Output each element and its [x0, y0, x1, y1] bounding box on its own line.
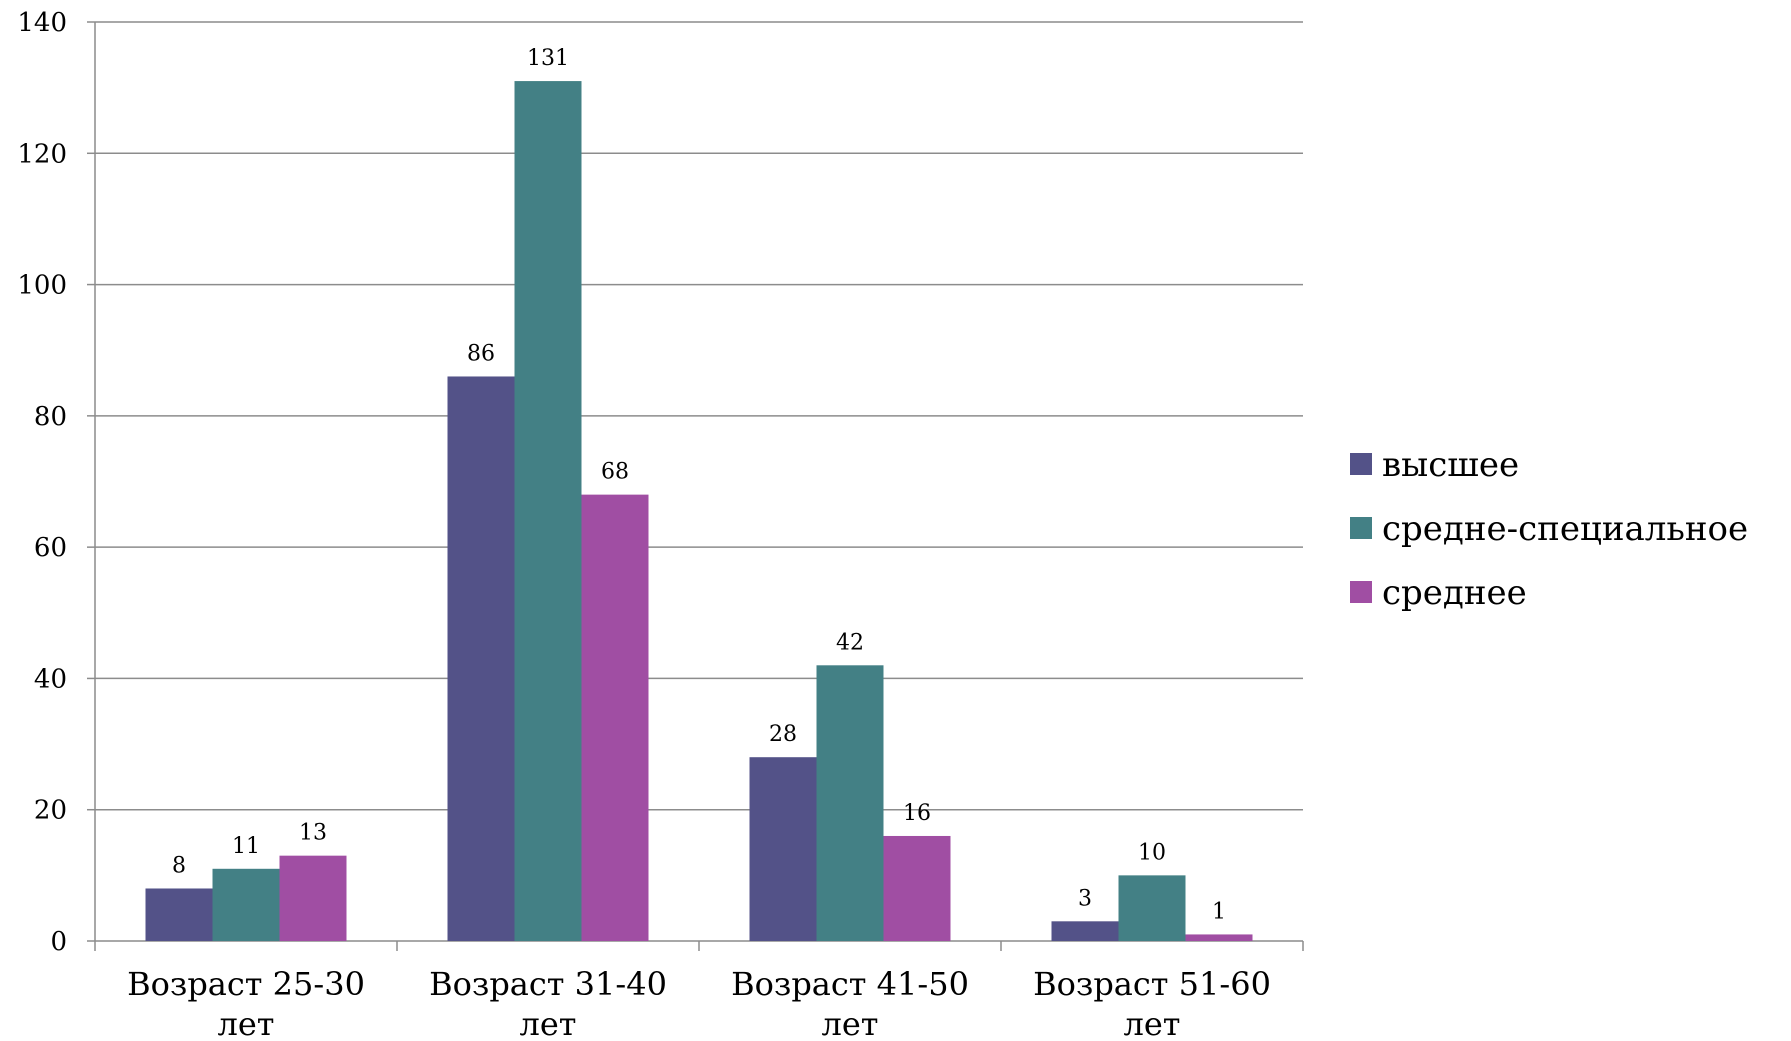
- y-tick-label: 140: [17, 8, 67, 38]
- data-label: 131: [527, 46, 569, 71]
- legend-swatch: [1350, 581, 1372, 603]
- y-tick-label: 40: [34, 664, 67, 694]
- bar-1-1: [145, 888, 213, 941]
- category-label: Возраст 51-60: [1033, 965, 1271, 1003]
- y-tick-label: 100: [17, 271, 67, 301]
- y-tick-label: 80: [34, 402, 67, 432]
- category-label: Возраст 25-30: [127, 965, 365, 1003]
- bar-3-2: [581, 494, 649, 941]
- bars: [145, 81, 1253, 942]
- bar-3-1: [279, 855, 347, 941]
- legend-swatch: [1350, 453, 1372, 475]
- data-label: 68: [601, 460, 629, 485]
- category-label: Возраст 41-50: [731, 965, 969, 1003]
- category-label: лет: [520, 1005, 577, 1041]
- data-label: 8: [172, 853, 186, 878]
- category-label: лет: [822, 1005, 879, 1041]
- data-label: 86: [467, 341, 495, 366]
- bar-2-4: [1118, 875, 1186, 941]
- bar-2-2: [514, 81, 582, 942]
- legend-entry: средне-специальное: [1382, 509, 1748, 549]
- y-tick-label: 0: [50, 927, 67, 957]
- data-label: 28: [769, 722, 797, 747]
- data-label: 13: [299, 821, 327, 846]
- bar-1-4: [1051, 921, 1119, 941]
- y-tick-label: 60: [34, 533, 67, 563]
- data-labels: 8 11 13 86 131 68 28 42 16 3 10 1: [172, 46, 1226, 924]
- legend-swatch: [1350, 517, 1372, 539]
- axes: [87, 21, 1304, 951]
- bar-2-3: [816, 665, 884, 941]
- data-label: 3: [1078, 886, 1092, 911]
- data-label: 10: [1138, 840, 1166, 865]
- bar-3-3: [883, 835, 951, 941]
- category-label: Возраст 31-40: [429, 965, 667, 1003]
- data-label: 42: [836, 630, 864, 655]
- bar-3-4: [1185, 934, 1253, 941]
- gridlines: [95, 21, 1303, 811]
- bar-1-3: [749, 757, 817, 941]
- category-label: лет: [218, 1005, 275, 1041]
- data-label: 11: [232, 834, 260, 859]
- y-tick-label: 20: [34, 796, 67, 826]
- legend-entry: высшее: [1382, 445, 1519, 485]
- legend: высшее средне-специальное среднее: [1350, 445, 1748, 613]
- data-label: 1: [1212, 899, 1226, 924]
- bar-2-1: [212, 868, 280, 941]
- y-tick-labels: 0 20 40 60 80 100 120 140: [17, 8, 67, 957]
- y-tick-label: 120: [17, 139, 67, 169]
- data-label: 16: [903, 801, 931, 826]
- category-label: лет: [1124, 1005, 1181, 1041]
- legend-entry: среднее: [1382, 573, 1527, 613]
- bar-1-2: [447, 376, 515, 941]
